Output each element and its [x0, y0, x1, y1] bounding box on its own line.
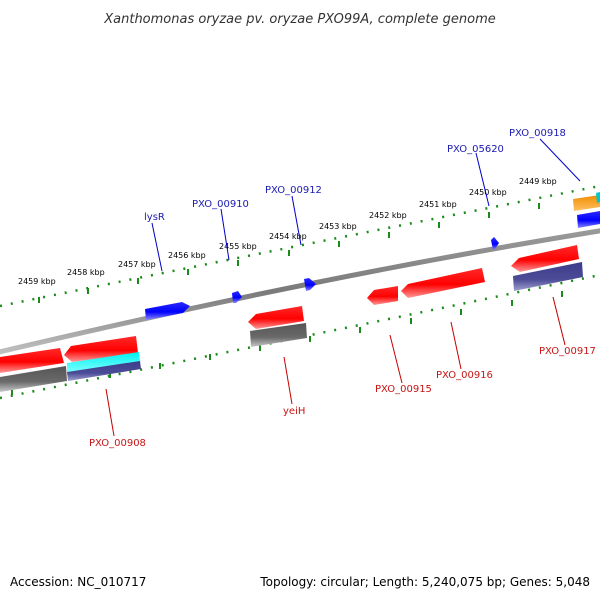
tick-label: 2449 kbp	[519, 177, 557, 186]
gene-label[interactable]: PXO_00912	[265, 185, 322, 196]
gene-PXO_00915[interactable]	[367, 286, 398, 305]
gene-label[interactable]: PXO_00908	[89, 438, 146, 449]
cog-navy-PXO_00917	[513, 262, 583, 291]
gene-left-partial[interactable]	[0, 348, 64, 373]
gene-PXO_05620[interactable]	[491, 237, 499, 250]
tick-label: 2453 kbp	[319, 222, 357, 231]
tick-label: 2451 kbp	[419, 200, 457, 209]
reverse-major-ticks	[11, 291, 563, 395]
reverse-label-leaders	[105, 296, 566, 437]
tick-label: 2457 kbp	[118, 260, 156, 269]
gene-cog-cyan-edge	[596, 192, 600, 203]
tick-label: 2455 kbp	[219, 242, 257, 251]
reverse-gene-labels: PXO_00908 yeiH PXO_00915 PXO_00916 PXO_0…	[89, 346, 596, 449]
tick-label: 2456 kbp	[168, 251, 206, 260]
gene-label[interactable]: PXO_00910	[192, 199, 249, 210]
gene-cog-orange	[573, 195, 600, 211]
tick-label: 2458 kbp	[67, 268, 105, 277]
cog-navy-left	[67, 361, 141, 381]
gene-PXO_00916[interactable]	[401, 268, 485, 298]
gene-yeiH[interactable]	[248, 306, 304, 329]
scale-labels: 2459 kbp 2458 kbp 2457 kbp 2456 kbp 2455…	[18, 177, 557, 286]
cog-track	[0, 262, 583, 392]
cog-cyan	[67, 352, 140, 373]
cog-gray-left	[0, 366, 67, 392]
tick-label: 2459 kbp	[18, 277, 56, 286]
gene-label[interactable]: PXO_00915	[375, 384, 432, 395]
gene-PXO_00912[interactable]	[304, 278, 316, 291]
tick-label: 2452 kbp	[369, 211, 407, 220]
accession-text: Accession: NC_010717	[10, 575, 146, 589]
gene-label[interactable]: PXO_05620	[447, 144, 504, 155]
tick-label: 2454 kbp	[269, 232, 307, 241]
forward-label-leaders	[151, 138, 581, 272]
tick-label: 2450 kbp	[469, 188, 507, 197]
gene-label[interactable]: lysR	[144, 212, 165, 223]
gene-label[interactable]: PXO_00916	[436, 370, 493, 381]
gene-label[interactable]: yeiH	[283, 406, 305, 417]
gene-PXO_00917[interactable]	[511, 245, 579, 272]
cog-gray-yeiH	[250, 323, 307, 347]
gene-PXO_00910[interactable]	[232, 291, 242, 303]
gene-lysR[interactable]	[145, 302, 190, 320]
reverse-genes	[0, 245, 579, 373]
forward-genes	[145, 192, 600, 320]
forward-major-ticks	[38, 203, 540, 303]
genome-summary-text: Topology: circular; Length: 5,240,075 bp…	[259, 575, 590, 589]
gene-label[interactable]: PXO_00917	[539, 346, 596, 357]
map-title: Xanthomonas oryzae pv. oryzae PXO99A, co…	[103, 12, 496, 27]
gene-PXO_00918[interactable]	[577, 211, 600, 228]
gene-label[interactable]: PXO_00918	[509, 128, 566, 139]
forward-gene-labels: lysR PXO_00910 PXO_00912 PXO_05620 PXO_0…	[144, 128, 566, 223]
